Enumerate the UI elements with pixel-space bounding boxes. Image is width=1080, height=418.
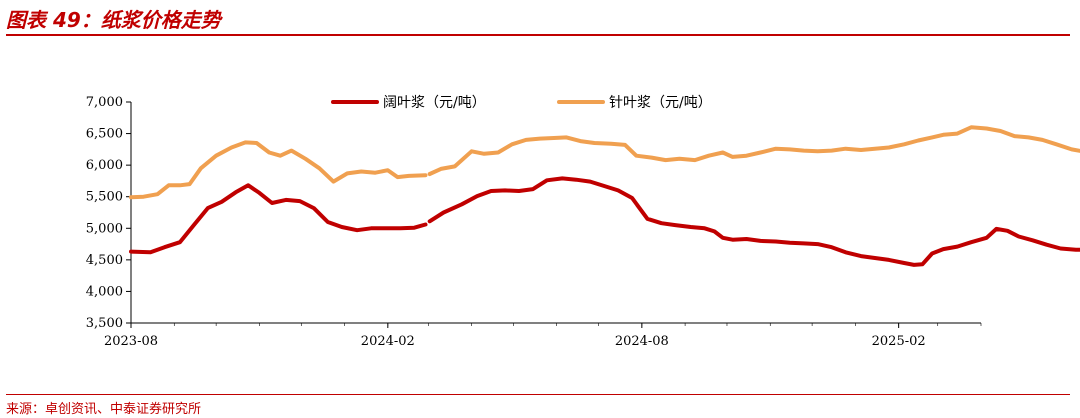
legend: 阔叶浆（元/吨） 针叶浆（元/吨） (331, 95, 712, 111)
y-tick-label: 5,500 (86, 190, 123, 205)
series-line-hardwood-pulp (129, 176, 1080, 267)
figure-source: 来源：卓创资讯、中泰证券研究所 (6, 402, 202, 417)
x-tick-label: 2024-02 (361, 334, 415, 349)
y-tick-label: 4,500 (86, 253, 123, 268)
y-tick-label: 6,500 (86, 127, 123, 142)
y-tick-label: 5,000 (86, 221, 123, 236)
series-layer (129, 125, 1080, 267)
y-tick-label: 4,000 (86, 284, 123, 299)
series-line-softwood-pulp (129, 125, 1080, 200)
x-tick-label: 2024-08 (615, 334, 669, 349)
x-tick-label: 2025-02 (872, 334, 926, 349)
y-tick-label: 3,500 (86, 316, 123, 331)
legend-label: 阔叶浆（元/吨） (383, 95, 486, 111)
axes: 3,500 4,000 4,500 5,000 5,500 6,000 6,500 7,000… (86, 95, 982, 349)
legend-label: 针叶浆（元/吨） (609, 95, 712, 111)
figure-title: 图表 49：纸浆价格走势 (6, 8, 221, 32)
x-tick-label: 2023-08 (104, 334, 158, 349)
y-tick-label: 6,000 (86, 158, 123, 173)
title-divider (6, 34, 1070, 36)
y-tick-label: 7,000 (86, 95, 123, 110)
source-divider (6, 394, 1070, 395)
